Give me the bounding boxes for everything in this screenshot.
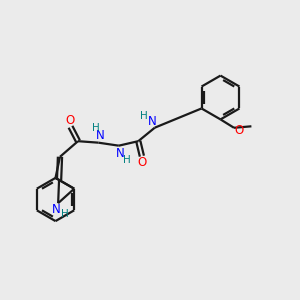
Text: N: N xyxy=(51,203,60,216)
Text: H: H xyxy=(92,123,99,133)
Text: H: H xyxy=(123,155,131,165)
Text: N: N xyxy=(116,147,125,160)
Text: N: N xyxy=(147,115,156,128)
Text: O: O xyxy=(235,124,244,137)
Text: H: H xyxy=(61,209,69,219)
Text: O: O xyxy=(138,156,147,169)
Text: N: N xyxy=(95,129,104,142)
Text: H: H xyxy=(140,111,148,121)
Text: O: O xyxy=(65,114,74,127)
